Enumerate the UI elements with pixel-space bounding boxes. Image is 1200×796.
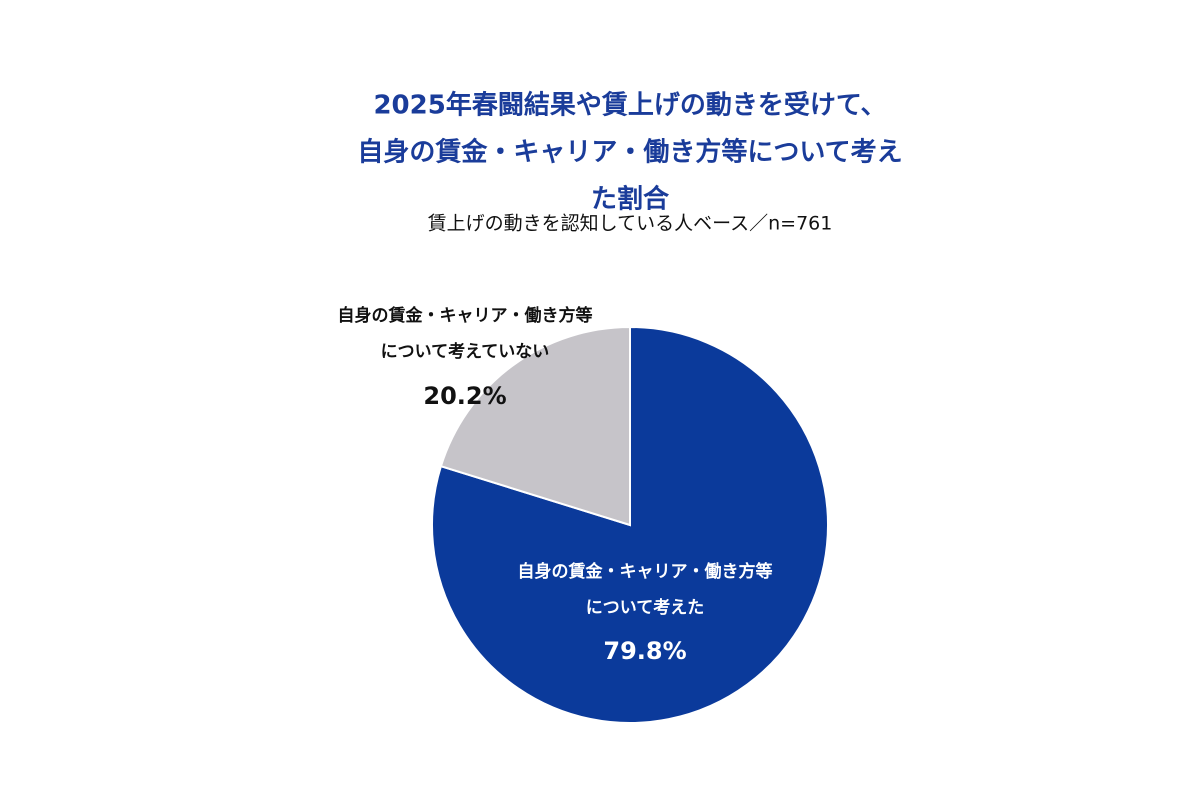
value-label: 20.2% xyxy=(423,382,507,410)
chart-title: 2025年春闘結果や賃上げの動きを受けて、 自身の賃金・キャリア・働き方等につい… xyxy=(357,90,903,215)
chart-subtitle: 賃上げの動きを認知している人ベース／n=761 xyxy=(427,212,833,235)
pie-slice xyxy=(439,325,631,527)
slice-label: 自身の賃金・キャリア・働き方等 について考えた xyxy=(517,562,773,618)
slice-label: 自身の賃金・キャリア・働き方等 について考えていない xyxy=(337,306,593,362)
value-label: 79.8% xyxy=(603,637,687,665)
pie-slice xyxy=(431,325,829,724)
